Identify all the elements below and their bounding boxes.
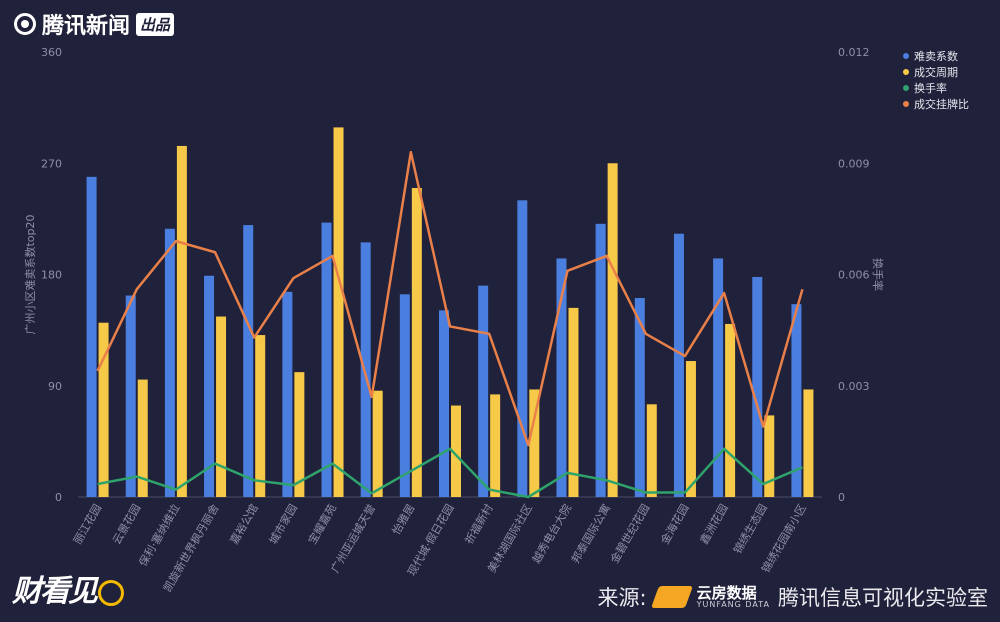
legend-label: 难卖系数: [914, 50, 958, 63]
x-tick-label: 嘉裕公馆: [227, 502, 261, 547]
x-tick-label: 祈福新村: [462, 502, 496, 547]
x-tick-label: 云景花园: [110, 502, 143, 547]
bar-difficulty: [713, 258, 724, 497]
tencent-news-icon: [14, 13, 36, 35]
y-right-tick-label: 0.012: [838, 46, 870, 59]
bar-cycle: [98, 322, 109, 497]
bar-cycle: [294, 372, 305, 497]
bar-difficulty: [164, 228, 175, 497]
bar-cycle: [607, 163, 618, 497]
show-logo-ring-icon: [98, 579, 124, 606]
y-left-tick-label: 270: [41, 157, 62, 170]
brand-name: 腾讯新闻: [42, 14, 131, 39]
bar-difficulty: [439, 310, 449, 497]
bar-difficulty: [360, 242, 371, 497]
yunfang-brand-en: YUNFANG DATA: [696, 599, 770, 609]
y-right-tick-label: 0: [838, 491, 845, 504]
show-logo: 财看见: [12, 566, 124, 610]
yunfang-brand-cn: 云房数据: [696, 583, 757, 602]
x-tick-label: 锦绣生态园: [730, 502, 770, 557]
bar-cycle: [411, 187, 422, 497]
bar-difficulty: [125, 295, 136, 497]
source-label: 来源:: [597, 586, 647, 610]
legend-marker: [903, 69, 909, 75]
bar-cycle: [568, 307, 579, 497]
y-left-tick-label: 0: [55, 491, 62, 504]
bar-cycle: [216, 316, 227, 497]
x-tick-label: 城市家园: [266, 502, 300, 547]
x-tick-label: 邦泰国际公寓: [568, 502, 613, 566]
y-right-tick-label: 0.003: [838, 380, 870, 393]
yunfang-logo-icon: [650, 586, 693, 608]
bar-cycle: [333, 127, 344, 498]
publisher: 腾讯信息可视化实验室: [778, 586, 988, 610]
bar-difficulty: [399, 294, 410, 497]
bar-difficulty: [634, 297, 645, 497]
bar-difficulty: [204, 275, 215, 497]
y-right-axis-title: 换手率: [871, 258, 885, 291]
y-left-tick-label: 180: [41, 269, 62, 282]
bar-cycle: [803, 389, 814, 497]
legend-label: 成交周期: [914, 65, 958, 79]
bar-cycle: [137, 379, 148, 497]
bar-cycle: [372, 390, 383, 497]
bar-difficulty: [556, 258, 567, 497]
bar-cycle: [490, 394, 501, 497]
legend-label: 换手率: [914, 81, 947, 95]
bar-cycle: [176, 145, 187, 497]
bar-cycle: [646, 404, 657, 497]
x-tick-label: 鑫洲花园: [697, 502, 731, 547]
x-tick-label: 金碧世纪花园: [607, 502, 652, 566]
bar-difficulty: [791, 304, 802, 497]
bar-difficulty: [595, 223, 606, 497]
x-tick-label: 宝耀嘉苑: [305, 502, 339, 547]
bar-cycle: [764, 415, 775, 497]
line-turnover-rate: [97, 447, 803, 499]
show-logo-text: 财看见: [12, 574, 98, 609]
legend-marker: [903, 85, 909, 91]
bar-cycle: [529, 389, 540, 497]
x-tick-label: 金海花园: [657, 502, 691, 547]
y-right-tick-label: 0.009: [838, 157, 870, 170]
bar-difficulty: [243, 225, 254, 498]
bar-difficulty: [282, 291, 293, 497]
x-tick-label: 丽江花园: [71, 502, 104, 547]
bar-cycle: [255, 335, 266, 497]
bar-cycle: [685, 361, 696, 497]
y-left-tick-label: 360: [41, 46, 62, 59]
bar-cycle: [725, 323, 736, 497]
line-deal-listing-ratio: [96, 150, 804, 447]
x-tick-label: 怡雅居: [389, 502, 418, 538]
bar-difficulty: [86, 176, 97, 497]
bar-difficulty: [752, 276, 763, 497]
bar-difficulty: [321, 222, 332, 498]
y-left-axis-title: 广州小区难卖系数top20: [24, 214, 37, 334]
y-left-tick-label: 90: [48, 380, 62, 393]
source-credit: 来源: 云房数据 YUNFANG DATA 腾讯信息可视化实验室: [598, 582, 988, 612]
bar-cycle: [451, 405, 461, 497]
bar-difficulty: [517, 200, 528, 498]
brand-badge: 出品: [136, 12, 175, 36]
bar-difficulty: [478, 285, 489, 497]
bar-difficulty: [673, 233, 684, 498]
tencent-news-logo: 腾讯新闻 出品: [14, 8, 175, 40]
y-right-tick-label: 0.006: [838, 269, 870, 282]
legend-label: 成交挂牌比: [914, 97, 969, 111]
x-tick-label: 保利·塞纳维拉: [136, 502, 183, 569]
legend-marker: [903, 101, 909, 107]
x-tick-label: 越秀电台大院: [529, 502, 574, 566]
legend-marker: [903, 53, 909, 59]
yunfang-brand: 云房数据 YUNFANG DATA: [696, 583, 770, 609]
